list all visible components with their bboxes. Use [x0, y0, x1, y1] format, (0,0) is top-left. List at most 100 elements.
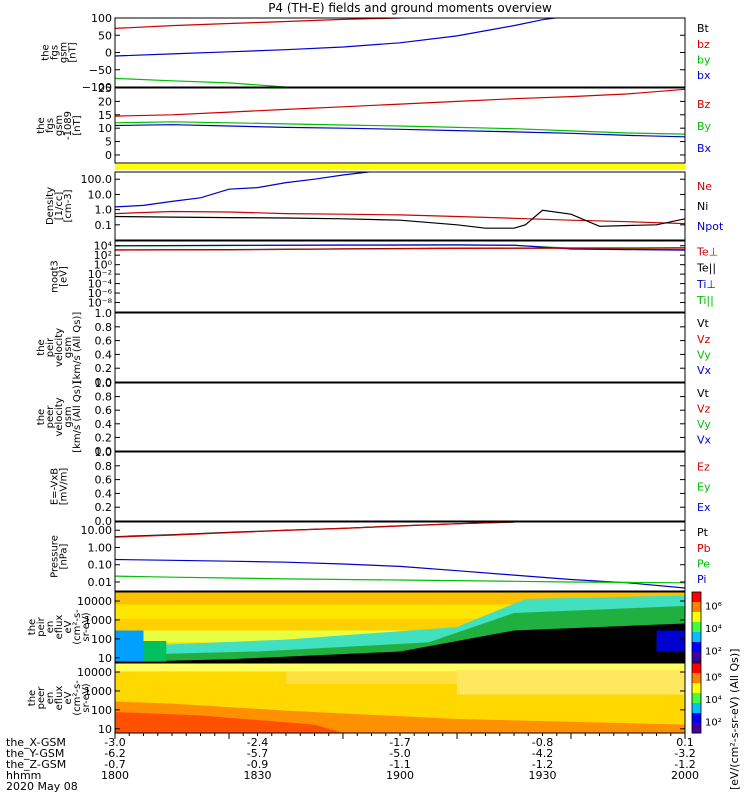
y-tick-label: 10: [98, 723, 112, 736]
y-tick-label: 0.8: [95, 391, 113, 404]
legend-Ne: Ne: [697, 180, 712, 193]
ephem-label-x: the_X-GSM: [6, 736, 66, 749]
y-tick-label: 10.0: [88, 188, 113, 201]
panel-frame: [114, 521, 686, 592]
y-tick-label: 10⁻⁶: [88, 287, 113, 300]
panel-6: [114, 382, 686, 452]
legend-Ti⊥: Ti⊥: [696, 278, 716, 291]
panel-10: [114, 662, 702, 734]
y-axis-label: the: [27, 619, 38, 635]
y-axis-label: -1089: [63, 111, 74, 140]
panel-3: [114, 171, 686, 241]
colorbar-tick-label: 10⁶: [705, 673, 722, 684]
y-axis-label: gsm: [63, 337, 74, 358]
x-tick-label: -3.2: [674, 747, 695, 760]
x-tick-label: -3.0: [104, 736, 125, 749]
y-axis-label: sr-eV): [81, 683, 92, 712]
series-line-Ti⊥: [115, 244, 685, 251]
x-tick-label: -1.7: [389, 736, 410, 749]
series-line-Pb: [115, 522, 515, 538]
y-tick-label: 0.4: [95, 487, 113, 500]
y-axis-label: fgs: [45, 118, 56, 133]
legend-Ey: Ey: [697, 481, 711, 494]
y-tick-label: 0.0: [95, 376, 113, 389]
y-axis-label: [nPa]: [59, 543, 70, 569]
panel-8: [114, 521, 686, 592]
y-tick-label: 50: [98, 29, 112, 42]
figure-title: P4 (TH-E) fields and ground moments over…: [268, 1, 552, 15]
y-axis-label: fgs: [50, 45, 61, 60]
y-tick-label: 20: [98, 95, 112, 108]
x-tick-label: 1930: [529, 769, 557, 782]
legend-Te⊥: Te⊥: [696, 246, 718, 259]
series-line-bz: [115, 18, 435, 29]
legend-Te||: Te||: [696, 262, 716, 275]
y-axis-label: peer: [45, 405, 56, 429]
spectrogram-9: [115, 592, 685, 662]
y-tick-label: 10⁻⁸: [88, 297, 113, 310]
legend-Pi: Pi: [697, 573, 706, 586]
legend-Bx: Bx: [697, 142, 712, 155]
series-line-Pi: [115, 558, 685, 589]
y-axis-label: gsm: [54, 115, 65, 136]
y-tick-label: 25: [98, 82, 112, 95]
y-tick-label: 1.0: [95, 307, 113, 320]
y-tick-label: 0.8: [95, 321, 113, 334]
x-tick-label: -1.2: [674, 758, 695, 771]
y-axis-label: the: [27, 690, 38, 706]
y-axis-label: (cm²-s-: [72, 680, 83, 716]
x-tick-label: -1.2: [532, 758, 553, 771]
y-axis-label: eflux: [54, 615, 65, 640]
x-tick-label: 1830: [244, 769, 272, 782]
y-tick-label: 10⁻²: [88, 268, 112, 281]
y-axis-label: [nT]: [68, 42, 79, 62]
y-axis-label: the: [36, 409, 47, 425]
y-axis-label: [km/s (All Qs)]: [72, 381, 83, 453]
colorbar-tick-label: 10⁴: [705, 624, 722, 635]
y-axis-label: velocity: [54, 397, 65, 436]
y-tick-label: 0.2: [95, 431, 113, 444]
ephem-label-y: the_Y-GSM: [6, 747, 65, 760]
y-axis-label: [cm-3]: [63, 189, 74, 222]
y-tick-label: 10⁻⁴: [88, 278, 113, 291]
x-tick-label: -4.2: [532, 747, 553, 760]
y-axis-label: the: [41, 44, 52, 60]
legend-Vy: Vy: [697, 348, 711, 361]
panel-frame: [114, 451, 686, 522]
y-axis-label: velocity: [54, 328, 65, 367]
panel-5: [114, 312, 686, 383]
x-tick-label: 1900: [386, 769, 414, 782]
x-tick-label: -0.9: [247, 758, 268, 771]
y-tick-label: 10: [98, 122, 112, 135]
legend-Vx: Vx: [697, 364, 712, 377]
y-tick-label: 100: [91, 704, 112, 717]
legend-Vy: Vy: [697, 418, 711, 431]
x-tick-label: -0.8: [532, 736, 553, 749]
legend-Ni: Ni: [697, 200, 708, 213]
legend-Ti||: Ti||: [696, 294, 714, 307]
legend-Vt: Vt: [697, 317, 710, 330]
colorbar-label: [eV/(cm²-s-sr-eV) (All Qs)]: [728, 648, 741, 790]
y-tick-label: 0.0: [95, 445, 113, 458]
y-tick-label: 0.01: [88, 576, 113, 589]
y-tick-label: 10: [98, 652, 112, 665]
legend-Vx: Vx: [697, 433, 712, 446]
legend-Pt: Pt: [697, 526, 709, 539]
y-tick-label: 0.6: [95, 335, 113, 348]
series-line-Ni: [115, 209, 685, 229]
ephem-label-z: the_Z-GSM: [6, 758, 67, 771]
series-line-Bx: [115, 124, 685, 138]
y-tick-label: 100: [91, 12, 112, 25]
flag-bar: [115, 164, 685, 170]
y-tick-label: 10000: [77, 666, 112, 679]
y-axis-label: the: [36, 117, 47, 133]
series-line-Npot: [115, 172, 372, 208]
x-tick-label: -0.7: [104, 758, 125, 771]
y-tick-label: 0.4: [95, 418, 113, 431]
series-line-By: [115, 121, 685, 135]
panel-frame: [114, 240, 686, 313]
panel-frame: [114, 312, 686, 383]
series-line-Pe: [115, 575, 685, 584]
